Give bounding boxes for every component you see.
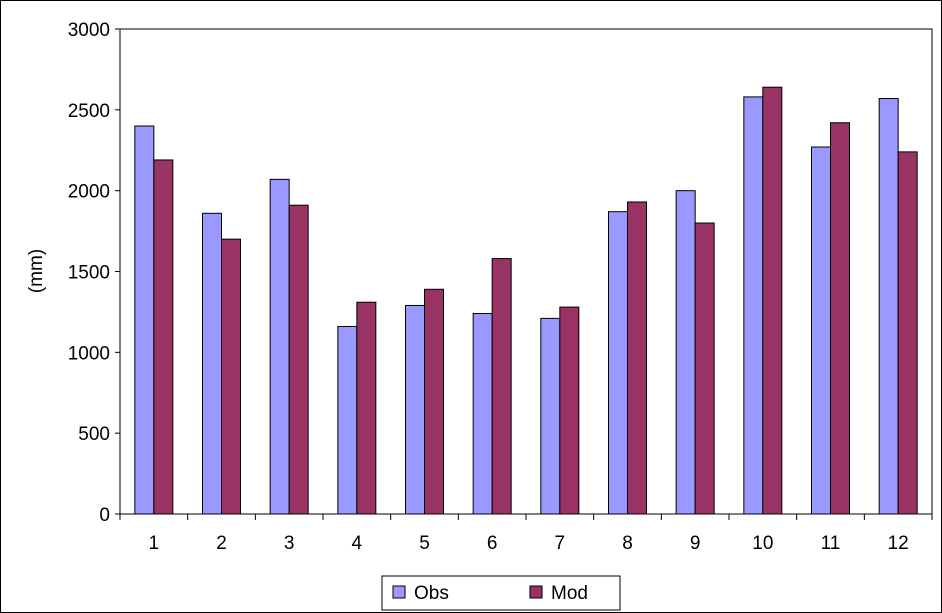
bar-obs-12 <box>878 98 899 515</box>
legend-box <box>381 575 621 611</box>
x-tick-label: 4 <box>352 533 363 554</box>
bar-mod-11 <box>830 122 850 515</box>
x-tick-label: 2 <box>216 533 227 554</box>
y-tick-label: 0 <box>99 505 110 526</box>
bars-group <box>134 86 918 515</box>
bar-mod-7 <box>559 306 580 515</box>
bar-mod-4 <box>356 301 377 515</box>
x-tick-label: 3 <box>284 533 295 554</box>
plot-area <box>119 28 933 515</box>
y-tick-label: 1500 <box>68 263 110 284</box>
x-tick-label: 11 <box>821 533 841 554</box>
legend-label-mod: Mod <box>551 583 588 604</box>
bar-obs-6 <box>472 313 493 515</box>
bar-obs-11 <box>811 146 831 515</box>
bar-mod-10 <box>762 86 783 515</box>
x-tick-label: 9 <box>690 533 701 554</box>
bar-obs-8 <box>608 211 628 515</box>
bar-mod-12 <box>897 151 918 515</box>
bar-obs-9 <box>675 190 696 515</box>
x-tick-label: 5 <box>419 533 430 554</box>
legend: Obs Mod <box>381 575 621 611</box>
bar-mod-3 <box>288 204 309 515</box>
y-tick-label: 3000 <box>68 20 110 41</box>
y-axis-title: (mm) <box>26 249 47 293</box>
bar-obs-2 <box>202 212 222 515</box>
legend-swatch-obs <box>392 585 406 599</box>
legend-swatch-mod <box>529 585 543 599</box>
x-tick-label: 1 <box>149 533 160 554</box>
x-tick-label: 8 <box>622 533 633 554</box>
bar-obs-1 <box>134 125 155 515</box>
bar-mod-9 <box>694 222 715 515</box>
bar-obs-3 <box>269 178 290 515</box>
bar-mod-8 <box>627 201 647 515</box>
bar-obs-10 <box>743 96 764 515</box>
legend-label-obs: Obs <box>414 583 449 604</box>
bar-obs-5 <box>405 304 425 515</box>
bar-obs-7 <box>540 317 561 515</box>
y-tick-label: 500 <box>78 424 110 445</box>
x-tick-label: 7 <box>555 533 566 554</box>
y-tick-label: 2000 <box>68 182 110 203</box>
bar-mod-6 <box>491 258 512 515</box>
bar-mod-5 <box>424 288 444 515</box>
bar-obs-4 <box>337 325 358 515</box>
x-tick-label: 12 <box>888 533 909 554</box>
y-tick-label: 2500 <box>68 101 110 122</box>
bar-mod-1 <box>153 159 174 515</box>
bar-mod-2 <box>221 238 241 515</box>
x-tick-label: 6 <box>487 533 498 554</box>
x-tick-label: 10 <box>752 533 773 554</box>
y-tick-label: 1000 <box>68 343 110 364</box>
